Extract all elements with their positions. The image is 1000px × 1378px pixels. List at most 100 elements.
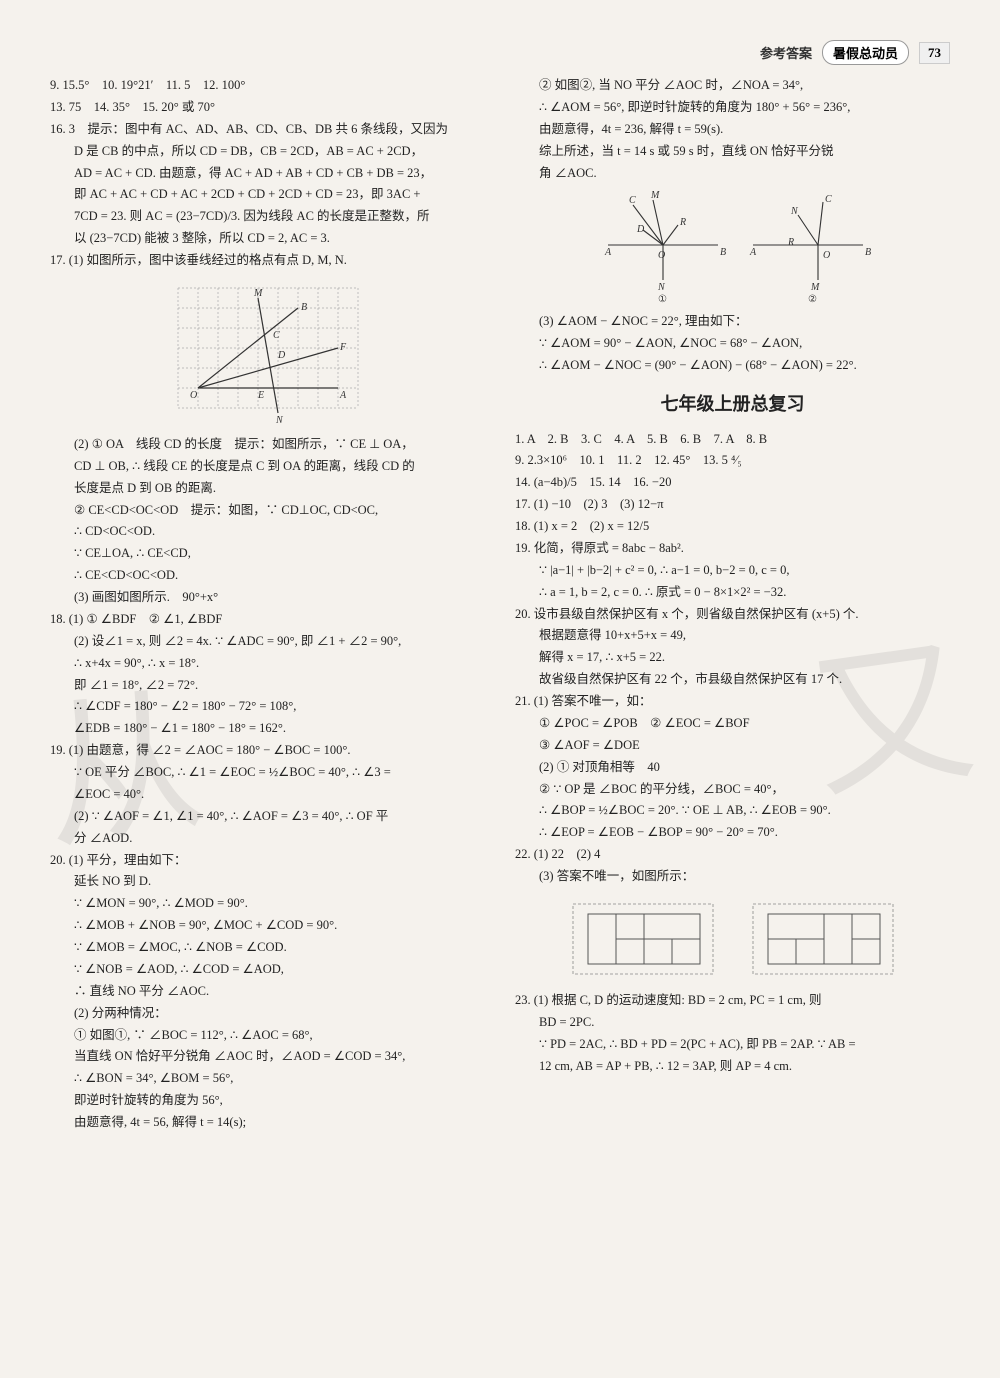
- s7c: 解得 x = 17, ∴ x+5 = 22.: [515, 647, 950, 669]
- right-column: ② 如图②, 当 NO 平分 ∠AOC 时，∠NOA = 34°, ∴ ∠AOM…: [515, 75, 950, 1134]
- p17-b: (2) ① OA 线段 CD 的长度 提示：如图所示，∵ CE ⊥ OA，: [50, 434, 485, 456]
- p17-e: ② CE<CD<OC<OD 提示：如图，∵ CD⊥OC, CD<OC,: [50, 500, 485, 522]
- r1: ② 如图②, 当 NO 平分 ∠AOC 时，∠NOA = 34°,: [515, 75, 950, 97]
- p17-i: (3) 画图如图所示. 90°+x°: [50, 587, 485, 609]
- page-header: 参考答案 暑假总动员 73: [50, 40, 950, 65]
- section-title: 七年级上册总复习: [515, 389, 950, 421]
- p20-a: 20. (1) 平分，理由如下：: [50, 850, 485, 872]
- p20-c: ∵ ∠MON = 90°, ∴ ∠MOD = 90°.: [50, 893, 485, 915]
- s8c: ③ ∠AOF = ∠DOE: [515, 735, 950, 757]
- angle-figures: AB CM DR NO ① AB CN RO M ②: [593, 190, 873, 305]
- grid-figure: O A B C D E F M N: [168, 278, 368, 428]
- p20-h: (2) 分两种情况：: [50, 1003, 485, 1025]
- p20-j: 当直线 ON 恰好平分锐角 ∠AOC 时，∠AOD = ∠COD = 34°,: [50, 1046, 485, 1068]
- p17-f: ∴ CD<OC<OD.: [50, 521, 485, 543]
- r6: (3) ∠AOM − ∠NOC = 22°, 理由如下：: [515, 311, 950, 333]
- s8b: ① ∠POC = ∠POB ② ∠EOC = ∠BOF: [515, 713, 950, 735]
- svg-text:B: B: [301, 302, 307, 313]
- book-subtitle: 暑假总动员: [822, 40, 909, 65]
- svg-text:②: ②: [808, 294, 817, 305]
- p17-d: 长度是点 D 到 OB 的距离.: [50, 478, 485, 500]
- svg-text:M: M: [253, 288, 263, 299]
- s8e: ② ∵ OP 是 ∠BOC 的平分线，∠BOC = 40°，: [515, 779, 950, 801]
- p16-b: D 是 CB 的中点，所以 CD = DB，CB = 2CD，AB = AC +…: [50, 141, 485, 163]
- svg-text:R: R: [787, 237, 794, 248]
- p20-i: ① 如图①, ∵ ∠BOC = 112°, ∴ ∠AOC = 68°,: [50, 1025, 485, 1047]
- svg-text:C: C: [825, 194, 832, 205]
- p19-d: (2) ∵ ∠AOF = ∠1, ∠1 = 40°, ∴ ∠AOF = ∠3 =…: [50, 806, 485, 828]
- s2: 9. 2.3×10⁶ 10. 1 11. 2 12. 45° 13. 5 ⁴⁄₅: [515, 450, 950, 472]
- p18-e: ∴ ∠CDF = 180° − ∠2 = 180° − 72° = 108°,: [50, 696, 485, 718]
- left-column: 9. 15.5° 10. 19°21′ 11. 5 12. 100° 13. 7…: [50, 75, 485, 1134]
- s9: 22. (1) 22 (2) 4: [515, 844, 950, 866]
- r2: ∴ ∠AOM = 56°, 即逆时针旋转的角度为 180° + 56° = 23…: [515, 97, 950, 119]
- svg-text:O: O: [823, 250, 830, 261]
- svg-text:E: E: [257, 390, 264, 401]
- svg-text:N: N: [657, 282, 666, 293]
- svg-text:O: O: [658, 250, 665, 261]
- p18-b: (2) 设∠1 = x, 则 ∠2 = 4x. ∵ ∠ADC = 90°, 即 …: [50, 631, 485, 653]
- svg-text:A: A: [749, 247, 757, 258]
- s8d: (2) ① 对顶角相等 40: [515, 757, 950, 779]
- p17-a: 17. (1) 如图所示，图中该垂线经过的格点有点 D, M, N.: [50, 250, 485, 272]
- p18-d: 即 ∠1 = 18°, ∠2 = 72°.: [50, 675, 485, 697]
- p18-a: 18. (1) ① ∠BDF ② ∠1, ∠BDF: [50, 609, 485, 631]
- svg-text:D: D: [636, 224, 645, 235]
- tiling-figures: [563, 894, 903, 984]
- s7b: 根据题意得 10+x+5+x = 49,: [515, 625, 950, 647]
- p19-e: 分 ∠AOD.: [50, 828, 485, 850]
- r3: 由题意得，4t = 236, 解得 t = 59(s).: [515, 119, 950, 141]
- svg-text:A: A: [339, 390, 347, 401]
- page-number: 73: [919, 42, 950, 64]
- r7: ∵ ∠AOM = 90° − ∠AON, ∠NOC = 68° − ∠AON,: [515, 333, 950, 355]
- svg-text:F: F: [339, 342, 347, 353]
- svg-text:A: A: [604, 247, 612, 258]
- s6c: ∴ a = 1, b = 2, c = 0. ∴ 原式 = 0 − 8×1×2²…: [515, 582, 950, 604]
- svg-text:R: R: [679, 217, 686, 228]
- s10b: BD = 2PC.: [515, 1012, 950, 1034]
- p19-a: 19. (1) 由题意，得 ∠2 = ∠AOC = 180° − ∠BOC = …: [50, 740, 485, 762]
- ans-line-9: 9. 15.5° 10. 19°21′ 11. 5 12. 100°: [50, 75, 485, 97]
- r5: 角 ∠AOC.: [515, 163, 950, 185]
- p20-g: ∴ 直线 NO 平分 ∠AOC.: [50, 981, 485, 1003]
- s3: 14. (a−4b)/5 15. 14 16. −20: [515, 472, 950, 494]
- r8: ∴ ∠AOM − ∠NOC = (90° − ∠AON) − (68° − ∠A…: [515, 355, 950, 377]
- p20-b: 延长 NO 到 D.: [50, 871, 485, 893]
- ans-line-13: 13. 75 14. 35° 15. 20° 或 70°: [50, 97, 485, 119]
- svg-text:C: C: [273, 330, 280, 341]
- s4: 17. (1) −10 (2) 3 (3) 12−π: [515, 494, 950, 516]
- p20-f: ∵ ∠NOB = ∠AOD, ∴ ∠COD = ∠AOD,: [50, 959, 485, 981]
- svg-text:D: D: [277, 350, 286, 361]
- svg-text:O: O: [190, 390, 197, 401]
- answers-label: 参考答案: [760, 43, 812, 62]
- svg-text:C: C: [629, 195, 636, 206]
- s8f: ∴ ∠BOP = ½∠BOC = 20°. ∵ OE ⊥ AB, ∴ ∠EOB …: [515, 800, 950, 822]
- svg-text:B: B: [720, 247, 726, 258]
- r4: 综上所述，当 t = 14 s 或 59 s 时，直线 ON 恰好平分锐: [515, 141, 950, 163]
- s9b: (3) 答案不唯一，如图所示：: [515, 866, 950, 888]
- p17-g: ∵ CE⊥OA, ∴ CE<CD,: [50, 543, 485, 565]
- p19-c: ∠EOC = 40°.: [50, 784, 485, 806]
- s5: 18. (1) x = 2 (2) x = 12/5: [515, 516, 950, 538]
- p20-l: 即逆时针旋转的角度为 56°,: [50, 1090, 485, 1112]
- p17-c: CD ⊥ OB, ∴ 线段 CE 的长度是点 C 到 OA 的距离，线段 CD …: [50, 456, 485, 478]
- svg-text:N: N: [275, 415, 284, 426]
- svg-text:①: ①: [658, 294, 667, 305]
- p18-f: ∠EDB = 180° − ∠1 = 180° − 18° = 162°.: [50, 718, 485, 740]
- p16-f: 以 (23−7CD) 能被 3 整除，所以 CD = 2, AC = 3.: [50, 228, 485, 250]
- p16-d: 即 AC + AC + CD + AC + 2CD + CD + 2CD + C…: [50, 184, 485, 206]
- p17-h: ∴ CE<CD<OC<OD.: [50, 565, 485, 587]
- svg-text:M: M: [810, 282, 820, 293]
- p16-a: 16. 3 提示：图中有 AC、AD、AB、CD、CB、DB 共 6 条线段，又…: [50, 119, 485, 141]
- p16-c: AD = AC + CD. 由题意，得 AC + AD + AB + CD + …: [50, 163, 485, 185]
- p20-e: ∵ ∠MOB = ∠MOC, ∴ ∠NOB = ∠COD.: [50, 937, 485, 959]
- p18-c: ∴ x+4x = 90°, ∴ x = 18°.: [50, 653, 485, 675]
- s8: 21. (1) 答案不唯一，如：: [515, 691, 950, 713]
- svg-text:N: N: [790, 206, 799, 217]
- s6b: ∵ |a−1| + |b−2| + c² = 0, ∴ a−1 = 0, b−2…: [515, 560, 950, 582]
- s10c: ∵ PD = 2AC, ∴ BD + PD = 2(PC + AC), 即 PB…: [515, 1034, 950, 1056]
- s10: 23. (1) 根据 C, D 的运动速度知: BD = 2 cm, PC = …: [515, 990, 950, 1012]
- s7: 20. 设市县级自然保护区有 x 个，则省级自然保护区有 (x+5) 个.: [515, 604, 950, 626]
- s7d: 故省级自然保护区有 22 个，市县级自然保护区有 17 个.: [515, 669, 950, 691]
- svg-text:B: B: [865, 247, 871, 258]
